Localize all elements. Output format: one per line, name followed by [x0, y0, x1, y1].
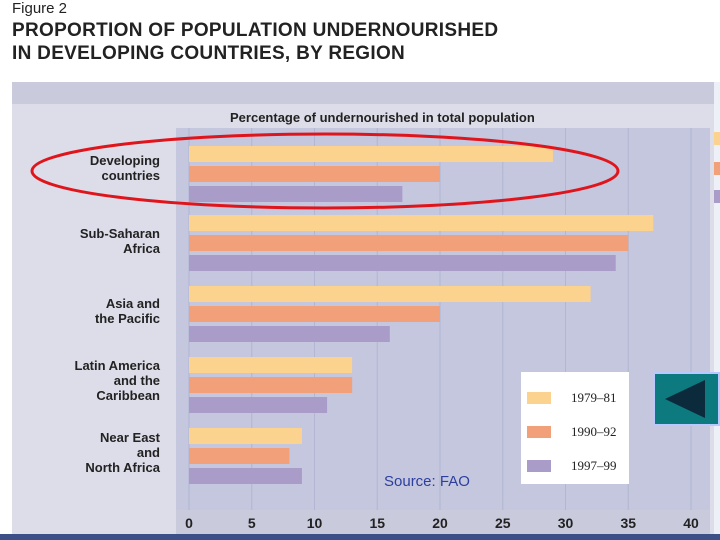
category-label-2: Asia and the Pacific [94, 296, 160, 326]
side-swatch-1979 [714, 132, 720, 145]
x-tick-label-15: 15 [369, 515, 385, 531]
legend-swatch-1979 [527, 392, 551, 404]
bar-1997–99-0 [189, 186, 403, 202]
x-tick-label-40: 40 [683, 515, 699, 531]
category-label-1: Sub-Saharan Africa [79, 226, 160, 256]
bar-1997–99-2 [189, 326, 390, 342]
bar-1979–81-4 [189, 428, 302, 444]
back-button[interactable] [653, 372, 720, 426]
bar-1979–81-0 [189, 146, 553, 162]
title-line-1: PROPORTION OF POPULATION UNDERNOURISHED [12, 20, 499, 41]
legend: 1979–81 1990–92 1997–99 [521, 372, 629, 484]
x-tick-label-20: 20 [432, 515, 448, 531]
side-strip [714, 82, 720, 540]
x-tick-label-10: 10 [307, 515, 323, 531]
bar-1997–99-3 [189, 397, 328, 413]
source-note: Source: FAO [384, 473, 470, 490]
x-tick-label-5: 5 [248, 515, 256, 531]
x-axis-strip [176, 510, 710, 534]
bar-1990–92-3 [189, 377, 353, 393]
bar-1979–81-3 [189, 357, 353, 373]
category-label-4: Near East and North Africa [85, 430, 160, 475]
bar-1979–81-1 [189, 215, 654, 231]
legend-label-1990: 1990–92 [571, 424, 617, 439]
legend-label-1979: 1979–81 [571, 390, 617, 405]
chart-panel-header [12, 82, 714, 104]
bar-1979–81-2 [189, 286, 591, 302]
bar-1990–92-1 [189, 235, 629, 251]
bar-1997–99-1 [189, 255, 616, 271]
category-label-3: Latin America and the Caribbean [74, 358, 161, 403]
bar-1990–92-2 [189, 306, 440, 322]
category-label-0: Developing countries [89, 153, 160, 183]
highlight-ellipse [30, 132, 620, 210]
x-tick-label-30: 30 [558, 515, 574, 531]
page-title: PROPORTION OF POPULATION UNDERNOURISHED … [12, 19, 712, 65]
legend-swatch-1997 [527, 460, 551, 472]
figure-label: Figure 2 [12, 0, 68, 17]
title-line-2: IN DEVELOPING COUNTRIES, BY REGION [12, 43, 406, 64]
legend-label-1997: 1997–99 [571, 458, 617, 473]
x-tick-label-0: 0 [185, 515, 193, 531]
side-swatch-1990 [714, 162, 720, 175]
bar-1997–99-4 [189, 468, 302, 484]
back-triangle-icon [665, 380, 705, 418]
chart-subtitle: Percentage of undernourished in total po… [230, 110, 535, 125]
x-tick-label-35: 35 [620, 515, 636, 531]
bottom-bar [0, 534, 720, 540]
legend-swatch-1990 [527, 426, 551, 438]
bar-1990–92-0 [189, 166, 440, 182]
bar-1990–92-4 [189, 448, 290, 464]
x-tick-label-25: 25 [495, 515, 511, 531]
side-swatch-1997 [714, 190, 720, 203]
